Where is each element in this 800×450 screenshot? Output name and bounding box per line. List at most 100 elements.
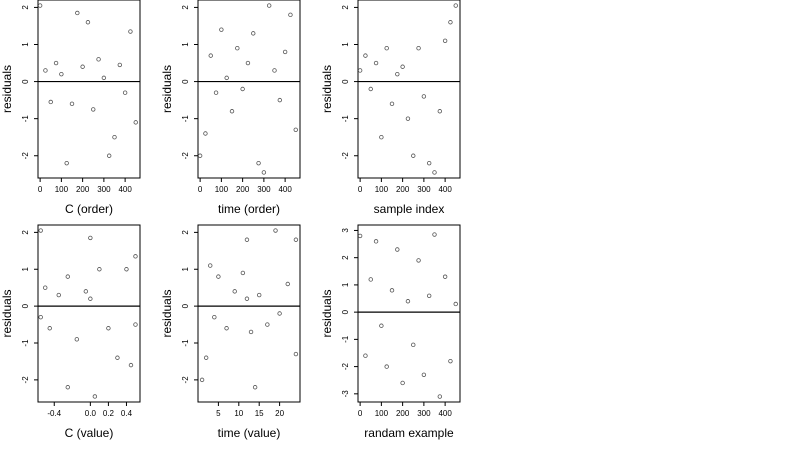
residual-point xyxy=(203,355,209,360)
y-tick-label: -2 xyxy=(21,376,30,384)
residual-point xyxy=(232,289,237,294)
plot-frame xyxy=(37,0,141,179)
residual-point xyxy=(208,263,213,268)
residual-point xyxy=(426,293,432,298)
x-tick-label: 300 xyxy=(97,185,111,194)
plot-frame xyxy=(357,224,461,403)
x-tick-label: 200 xyxy=(236,185,250,194)
residual-point xyxy=(224,75,229,81)
residual-point xyxy=(43,68,48,73)
residual-point xyxy=(43,285,48,290)
y-tick-label: -3 xyxy=(341,390,350,398)
residual-point xyxy=(379,323,384,328)
x-tick-label: 400 xyxy=(438,185,452,194)
y-tick-label: 0 xyxy=(21,79,30,84)
residual-point xyxy=(47,326,52,331)
y-axis-title: residuals xyxy=(320,65,334,113)
residual-point xyxy=(197,153,203,158)
residual-point xyxy=(282,49,288,55)
residual-point xyxy=(277,311,282,316)
residual-point xyxy=(277,97,283,103)
residual-point xyxy=(384,364,389,369)
residual-point xyxy=(212,314,217,320)
residual-point xyxy=(219,27,224,32)
x-tick-label: -0.4 xyxy=(47,409,61,418)
y-tick-label: -2 xyxy=(181,376,190,384)
residual-point xyxy=(251,31,256,36)
residual-point xyxy=(400,380,405,386)
y-tick-label: 3 xyxy=(341,228,350,233)
x-tick-label: 5 xyxy=(216,409,221,418)
residual-point xyxy=(373,239,379,244)
x-tick-label: 15 xyxy=(255,409,264,418)
residual-point xyxy=(453,3,458,8)
residual-point xyxy=(265,322,270,327)
y-tick-label: -2 xyxy=(341,362,350,370)
residual-point xyxy=(65,274,70,279)
plot-frame xyxy=(197,0,301,179)
residual-point xyxy=(69,101,75,107)
residual-point xyxy=(48,99,53,105)
residual-point xyxy=(38,314,43,320)
plot-frame xyxy=(357,0,461,179)
residual-point xyxy=(395,71,400,77)
residual-point xyxy=(437,394,443,399)
residual-panel-5: 5 10 15 20 -2 -1 0 1 2 time (value) residuals xyxy=(160,224,301,440)
residual-point xyxy=(115,355,120,360)
residual-point xyxy=(124,267,129,272)
y-tick-label: -2 xyxy=(21,152,30,160)
y-tick-label: 1 xyxy=(181,42,190,47)
residual-point xyxy=(128,362,134,368)
residual-point xyxy=(368,277,373,282)
residual-point xyxy=(442,274,448,279)
residual-point xyxy=(37,3,43,8)
residual-point xyxy=(421,372,427,377)
residual-point xyxy=(64,160,69,166)
residual-point xyxy=(56,292,61,298)
residual-point xyxy=(405,299,411,304)
residual-point xyxy=(240,270,246,276)
x-tick-label: 300 xyxy=(417,185,431,194)
x-tick-label: 100 xyxy=(375,409,389,418)
x-tick-label: 200 xyxy=(76,185,90,194)
x-tick-label: 0.0 xyxy=(85,409,97,418)
residual-point xyxy=(133,254,138,259)
residual-point xyxy=(416,258,421,263)
x-tick-label: 100 xyxy=(55,185,69,194)
residual-point xyxy=(224,326,229,331)
residual-point xyxy=(293,351,299,357)
y-axis-title: residuals xyxy=(0,65,14,113)
residual-point xyxy=(106,326,111,331)
residual-point xyxy=(112,135,117,140)
residual-point xyxy=(453,301,458,307)
residual-point xyxy=(80,64,85,69)
residual-panel-3: 0 100 200 300 400 -2 -1 0 1 2 sample index residual… xyxy=(320,0,461,216)
y-tick-label: -1 xyxy=(181,115,190,123)
residual-point xyxy=(288,12,293,18)
residual-point xyxy=(266,3,272,8)
residual-point xyxy=(248,329,254,335)
residual-point xyxy=(437,109,443,114)
residual-point xyxy=(244,237,250,242)
residual-point xyxy=(293,127,298,132)
residual-point xyxy=(74,337,80,342)
x-axis-title: C (value) xyxy=(65,426,114,440)
x-tick-label: 400 xyxy=(438,409,452,418)
y-tick-label: -1 xyxy=(21,115,30,123)
y-tick-label: 0 xyxy=(181,303,190,308)
y-tick-label: -2 xyxy=(341,152,350,160)
residual-point xyxy=(240,86,245,92)
y-tick-label: 2 xyxy=(341,5,350,10)
residual-point xyxy=(389,101,395,107)
residual-point xyxy=(448,358,453,364)
x-tick-label: 0 xyxy=(38,185,43,194)
x-tick-label: 0.4 xyxy=(121,409,133,418)
y-tick-label: 0 xyxy=(341,79,350,84)
residual-point xyxy=(384,46,389,51)
residual-point xyxy=(199,377,205,383)
residual-point xyxy=(357,68,363,73)
y-tick-label: -1 xyxy=(181,339,190,347)
x-tick-label: 0 xyxy=(358,185,363,194)
residual-point xyxy=(101,75,107,81)
residual-point xyxy=(229,109,235,114)
